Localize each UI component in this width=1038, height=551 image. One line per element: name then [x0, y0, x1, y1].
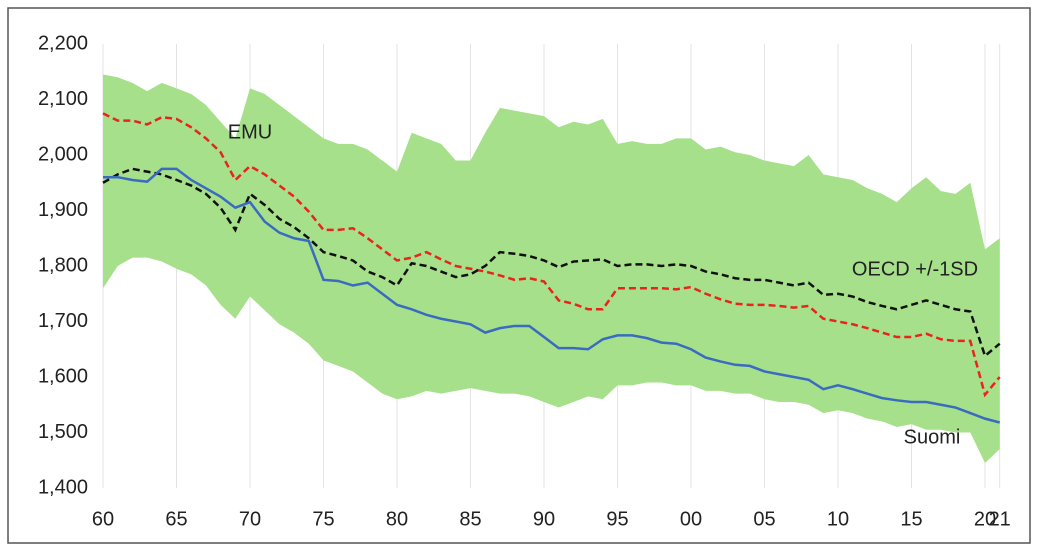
x-tick-label: 60: [92, 508, 114, 530]
x-tick-label: 95: [606, 508, 628, 530]
x-tick-label: 00: [680, 508, 702, 530]
y-tick-label: 2,200: [38, 32, 88, 54]
series-line: [103, 167, 1001, 424]
y-tick-label: 1,900: [38, 199, 88, 221]
series-label: Suomi: [904, 426, 961, 448]
x-tick-label: 90: [533, 508, 555, 530]
x-tick-label: 80: [386, 508, 408, 530]
x-tick-label: 20: [974, 508, 996, 530]
x-tick-label: 75: [312, 508, 334, 530]
x-tick-label: 10: [827, 508, 849, 530]
band-area: [103, 74, 1000, 464]
series-line: [102, 112, 1001, 398]
y-tick-label: 1,600: [38, 365, 88, 387]
series-label: EMU: [228, 121, 272, 143]
y-tick-label: 2,000: [38, 143, 88, 165]
series-line: [102, 167, 1001, 359]
y-tick-label: 1,400: [38, 476, 88, 498]
x-tick-label: 15: [900, 508, 922, 530]
y-tick-label: 1,500: [38, 421, 88, 443]
x-tick-label: 65: [165, 508, 187, 530]
x-tick-label: 05: [753, 508, 775, 530]
x-tick-label: 85: [459, 508, 481, 530]
x-tick-label: 21: [989, 508, 1011, 530]
y-tick-label: 1,800: [38, 254, 88, 276]
x-tick-label: 70: [239, 508, 261, 530]
series-label: OECD +/-1SD: [852, 258, 978, 280]
y-tick-label: 1,700: [38, 310, 88, 332]
y-tick-label: 2,100: [38, 88, 88, 110]
